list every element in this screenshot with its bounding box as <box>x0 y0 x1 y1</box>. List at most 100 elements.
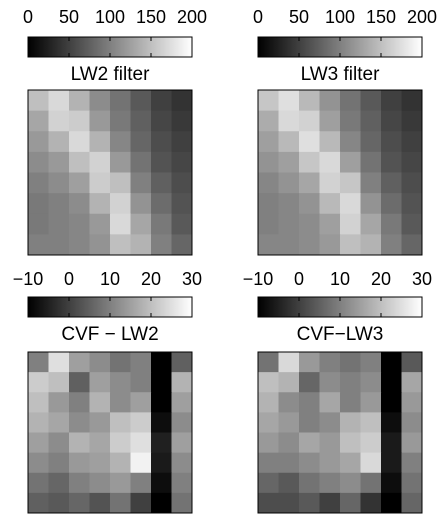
heatmap-cell <box>401 110 423 132</box>
heatmap-cell <box>48 472 70 494</box>
colorbar-tick-label: 20 <box>141 269 161 289</box>
heatmap-cell <box>258 131 279 153</box>
heatmap-cell <box>110 372 131 393</box>
heatmap-cell <box>381 172 402 194</box>
heatmap-cell <box>381 234 402 256</box>
heatmap-cell <box>319 131 341 153</box>
colorbar-tick-label: 50 <box>59 7 79 27</box>
heatmap-cell <box>278 432 300 454</box>
heatmap-cell <box>28 234 49 256</box>
heatmap-cell <box>319 90 341 112</box>
heatmap-cell <box>278 472 300 494</box>
heatmap-cell <box>319 372 341 393</box>
heatmap-cell <box>89 452 111 474</box>
heatmap-cell <box>299 172 320 194</box>
heatmap-cell <box>151 492 172 514</box>
heatmap-cell <box>278 110 300 132</box>
heatmap-cell <box>89 432 111 454</box>
heatmap-cell <box>130 372 152 393</box>
heatmap-cell <box>278 234 300 256</box>
heatmap-cell <box>278 193 300 215</box>
colorbar-tick-label: 100 <box>95 7 125 27</box>
heatmap-cell <box>130 213 152 235</box>
heatmap-cell <box>151 193 172 215</box>
heatmap-cell <box>171 90 193 112</box>
heatmap-cell <box>299 193 320 215</box>
heatmap-cell <box>360 452 382 474</box>
heatmap-cell <box>258 90 279 112</box>
image-frame <box>27 89 193 256</box>
heatmap-cell <box>69 472 90 494</box>
heatmap-cell <box>151 131 172 153</box>
heatmap-cell <box>258 372 279 393</box>
heatmap-cell <box>110 412 131 433</box>
heatmap-cell <box>110 131 131 153</box>
heatmap-cell <box>401 492 423 514</box>
heatmap-cell <box>171 432 193 454</box>
heatmap-cell <box>69 151 90 173</box>
heatmap-cell <box>28 151 49 173</box>
heatmap-cell <box>299 234 320 256</box>
image-frame <box>257 89 423 256</box>
heatmap-cell <box>401 193 423 215</box>
heatmap-cell <box>89 172 111 194</box>
heatmap-cell <box>151 90 172 112</box>
heatmap-cell <box>381 452 402 474</box>
heatmap-cell <box>28 412 49 433</box>
heatmap-cell <box>360 131 382 153</box>
heatmap-cell <box>110 492 131 514</box>
heatmap-cell <box>171 392 193 413</box>
heatmap-cell <box>258 392 279 413</box>
heatmap-cell <box>48 452 70 474</box>
heatmap-cell <box>401 131 423 153</box>
colorbar-tick-label: −10 <box>243 269 274 289</box>
heatmap-cell <box>401 352 423 373</box>
heatmap-cell <box>258 172 279 194</box>
heatmap-cell <box>278 412 300 433</box>
heatmap-cell <box>340 432 361 454</box>
heatmap-cell <box>89 193 111 215</box>
heatmap-cell <box>360 151 382 173</box>
heatmap-cell <box>110 432 131 454</box>
heatmap-cell <box>340 372 361 393</box>
heatmap-cell <box>340 213 361 235</box>
heatmap-cell <box>151 372 172 393</box>
heatmap-cell <box>171 472 193 494</box>
heatmap-cell <box>381 213 402 235</box>
heatmap-cell <box>110 352 131 373</box>
heatmap-cell <box>278 172 300 194</box>
heatmap-cell <box>89 472 111 494</box>
heatmap-cell <box>319 193 341 215</box>
heatmap-cell <box>69 172 90 194</box>
heatmap-cell <box>151 110 172 132</box>
heatmap-cell <box>48 234 70 256</box>
heatmap-cell <box>401 213 423 235</box>
image-frame <box>257 351 423 514</box>
heatmap-cell <box>69 90 90 112</box>
heatmap-cell <box>340 234 361 256</box>
heatmap-cell <box>69 372 90 393</box>
heatmap-cell <box>130 352 152 373</box>
heatmap-cell <box>48 131 70 153</box>
heatmap-cell <box>258 472 279 494</box>
heatmap-cell <box>130 432 152 454</box>
heatmap-cell <box>89 352 111 373</box>
heatmap-cell <box>48 110 70 132</box>
colorbar-tick-label: 0 <box>64 269 74 289</box>
heatmap-cell <box>319 472 341 494</box>
heatmap-cell <box>340 472 361 494</box>
heatmap-cell <box>299 110 320 132</box>
heatmap-cell <box>69 352 90 373</box>
heatmap-cell <box>89 90 111 112</box>
heatmap-cell <box>110 151 131 173</box>
heatmap-cell <box>48 492 70 514</box>
heatmap-cell <box>110 90 131 112</box>
colorbar-tick-label: 100 <box>325 7 355 27</box>
heatmap-cell <box>171 213 193 235</box>
heatmap-cell <box>89 372 111 393</box>
heatmap-cell <box>28 213 49 235</box>
heatmap-cell <box>130 131 152 153</box>
heatmap-cell <box>258 234 279 256</box>
heatmap-cell <box>110 234 131 256</box>
